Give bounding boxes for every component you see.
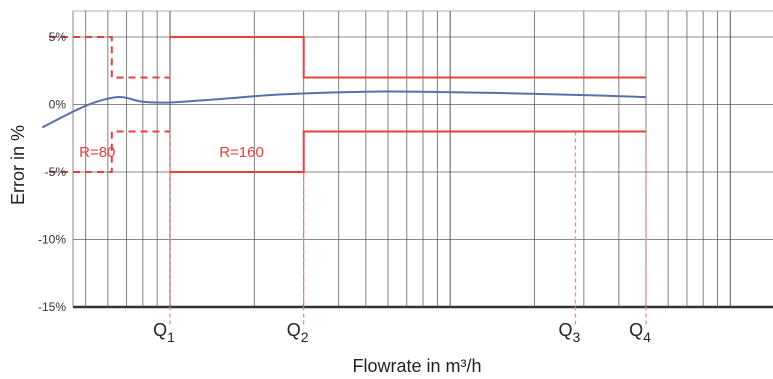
range-annotation: R=80 [79,144,115,161]
mpe-lower-R80-line [49,130,170,173]
y-axis-label: Error in % [8,125,28,205]
grid [72,10,773,309]
annotations: R=80 R=160 [79,144,264,161]
flow-marker-labels: Q1 Q2 Q3 Q4 [153,320,651,345]
x-axis-label: Flowrate in m³/h [352,356,481,376]
flow-guides [169,131,647,325]
flow-marker-label: Q1 [153,320,175,345]
mpe-upper-R160-line [170,36,646,79]
error-curves [41,90,647,129]
y-tick-label: -5% [45,165,67,179]
flow-marker-label: Q3 [559,320,581,345]
mpe-upper-R80-line [49,36,170,79]
mpe-lower-R160-line [170,130,646,173]
y-tick-label: -10% [38,233,66,247]
error-curve-line [41,90,647,129]
flow-marker-label: Q4 [629,320,651,345]
range-annotation: R=160 [219,144,264,161]
y-tick-label: -15% [38,300,66,314]
flow-marker-label: Q2 [287,320,309,345]
y-tick-label: 0% [49,98,67,112]
y-tick-labels: 5% 0% -5% -10% -15% [38,30,66,314]
mpe-limits [49,36,646,173]
y-tick-label: 5% [49,30,67,44]
